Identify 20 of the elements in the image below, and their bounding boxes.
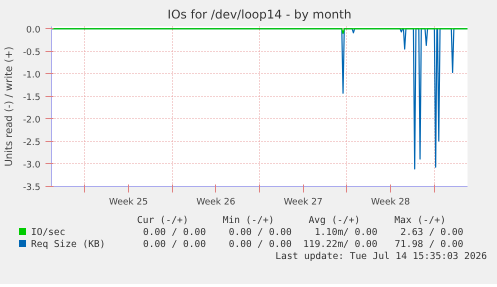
x-tick-label: Week 25 xyxy=(108,198,148,208)
text: 0.00 / 0.00 0.00 / 0.00 1.10m/ 0.00 2.63 / 0.00 xyxy=(143,227,464,238)
y-tick-label: -1.0 xyxy=(22,70,41,80)
text: 0.00 / 0.00 0.00 / 0.00 119.22m/ 0.00 71.98 / 0.00 xyxy=(143,239,464,250)
y-tick-label: -1.5 xyxy=(22,92,40,103)
x-tick-label: Week 27 xyxy=(284,198,323,208)
text: Cur (-/+) Min (-/+) Avg (-/+) Max (-/+) xyxy=(136,215,447,227)
y-tick-label: -3.5 xyxy=(22,183,40,193)
y-tick-label: -3.0 xyxy=(22,160,41,170)
y-tick-label: 0.0 xyxy=(26,25,41,36)
x-tick-label: Week 26 xyxy=(196,198,236,208)
y-axis-title: Units read (-) / write (+) xyxy=(4,46,15,167)
legend-label: Req Size (KB) xyxy=(31,239,106,251)
legend-label: IO/sec xyxy=(31,227,66,239)
x-tick-label: Week 28 xyxy=(371,198,410,208)
text: Last update: Tue Jul 14 15:35:03 2026 xyxy=(274,251,487,263)
chart-title: IOs for /dev/loop14 - by month xyxy=(168,8,352,22)
y-tick-label: -2.0 xyxy=(22,115,41,126)
y-tick-label: -0.5 xyxy=(22,48,40,58)
y-tick-label: -2.5 xyxy=(22,138,40,148)
